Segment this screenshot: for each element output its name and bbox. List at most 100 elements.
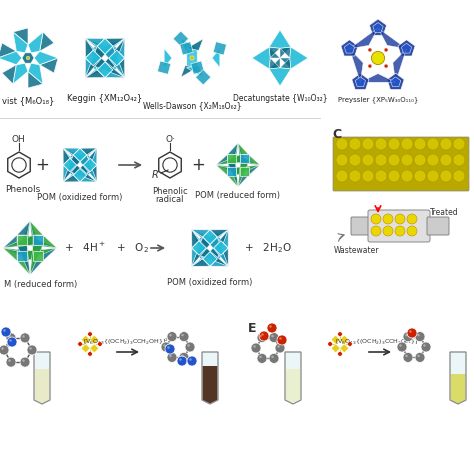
Text: C: C	[332, 128, 341, 141]
Circle shape	[401, 138, 413, 150]
Polygon shape	[30, 245, 43, 275]
Circle shape	[181, 355, 184, 357]
Polygon shape	[221, 248, 228, 266]
Polygon shape	[63, 158, 77, 172]
Polygon shape	[97, 38, 113, 54]
Polygon shape	[191, 229, 210, 259]
Polygon shape	[269, 58, 280, 69]
Polygon shape	[85, 46, 105, 78]
Polygon shape	[3, 248, 17, 261]
Circle shape	[388, 154, 400, 166]
Polygon shape	[344, 43, 355, 53]
Circle shape	[397, 342, 407, 352]
Text: R: R	[151, 170, 158, 180]
Circle shape	[190, 56, 194, 60]
Polygon shape	[3, 248, 33, 261]
Polygon shape	[192, 241, 206, 255]
Circle shape	[336, 154, 348, 166]
Circle shape	[98, 342, 102, 346]
Circle shape	[395, 214, 405, 224]
Circle shape	[259, 331, 269, 341]
Polygon shape	[191, 61, 204, 74]
Circle shape	[167, 352, 177, 363]
Polygon shape	[117, 58, 125, 78]
Polygon shape	[216, 165, 240, 175]
Polygon shape	[66, 169, 76, 179]
Circle shape	[261, 333, 264, 336]
Polygon shape	[202, 366, 218, 403]
Circle shape	[179, 352, 189, 363]
Polygon shape	[240, 155, 248, 163]
Circle shape	[22, 359, 25, 362]
Polygon shape	[269, 30, 291, 48]
Text: +: +	[191, 156, 205, 174]
Circle shape	[169, 355, 172, 357]
Polygon shape	[34, 352, 50, 404]
Circle shape	[440, 154, 452, 166]
Circle shape	[388, 170, 400, 182]
Polygon shape	[105, 70, 125, 78]
Circle shape	[259, 356, 262, 358]
Polygon shape	[17, 221, 30, 251]
Text: Wastewater: Wastewater	[334, 246, 380, 255]
Polygon shape	[81, 335, 90, 344]
Text: [V$_6$O$_{13}${(OCH$_2$)$_3$CCH$_2$OH}]$^{2-}$: [V$_6$O$_{13}${(OCH$_2$)$_3$CCH$_2$OH}]$…	[83, 337, 173, 347]
Polygon shape	[80, 148, 97, 175]
Circle shape	[407, 214, 417, 224]
Circle shape	[368, 48, 372, 52]
Circle shape	[269, 354, 279, 364]
Polygon shape	[210, 237, 228, 266]
Circle shape	[414, 154, 426, 166]
Polygon shape	[191, 229, 210, 237]
Polygon shape	[355, 77, 365, 87]
Polygon shape	[228, 155, 236, 163]
Circle shape	[27, 345, 37, 355]
Polygon shape	[228, 163, 238, 187]
Circle shape	[421, 342, 431, 352]
Polygon shape	[63, 165, 90, 182]
Polygon shape	[238, 175, 248, 187]
Polygon shape	[93, 38, 125, 58]
Polygon shape	[33, 235, 43, 245]
Circle shape	[415, 332, 425, 342]
Polygon shape	[352, 73, 369, 90]
Polygon shape	[341, 40, 358, 56]
Circle shape	[349, 138, 361, 150]
Polygon shape	[30, 261, 43, 275]
Polygon shape	[248, 165, 260, 175]
Circle shape	[407, 226, 417, 236]
Polygon shape	[28, 32, 43, 53]
Polygon shape	[269, 68, 291, 86]
Polygon shape	[90, 335, 99, 344]
Polygon shape	[17, 261, 30, 275]
Polygon shape	[3, 235, 33, 248]
Circle shape	[88, 332, 92, 337]
Circle shape	[403, 352, 413, 363]
Polygon shape	[3, 235, 17, 248]
Polygon shape	[63, 155, 80, 182]
Circle shape	[348, 342, 352, 346]
Polygon shape	[105, 38, 125, 46]
Circle shape	[427, 170, 439, 182]
Polygon shape	[195, 70, 211, 85]
Circle shape	[1, 347, 4, 350]
Circle shape	[401, 154, 413, 166]
Polygon shape	[280, 58, 291, 69]
Polygon shape	[194, 232, 206, 244]
Polygon shape	[73, 148, 87, 162]
Polygon shape	[109, 63, 122, 75]
Polygon shape	[109, 41, 122, 54]
Circle shape	[187, 356, 197, 366]
Circle shape	[338, 332, 342, 337]
Circle shape	[7, 337, 17, 347]
Circle shape	[177, 356, 187, 366]
Circle shape	[189, 358, 192, 361]
Circle shape	[9, 339, 12, 342]
Polygon shape	[164, 48, 172, 68]
Circle shape	[26, 56, 30, 60]
Polygon shape	[13, 63, 28, 84]
Polygon shape	[216, 155, 240, 165]
Circle shape	[423, 344, 426, 347]
Circle shape	[427, 154, 439, 166]
Polygon shape	[27, 248, 57, 261]
